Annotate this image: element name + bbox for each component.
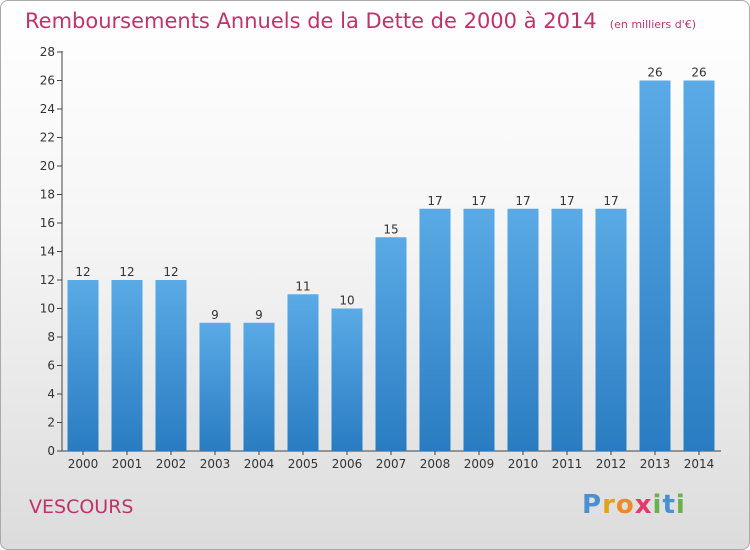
bar-value-label: 17 xyxy=(471,194,486,208)
bar xyxy=(683,80,715,451)
plot-area: 0246810121416182022242628122000122001122… xyxy=(40,45,721,471)
x-tick-label: 2002 xyxy=(156,457,187,471)
bar-value-label: 26 xyxy=(647,66,662,80)
bar-value-label: 10 xyxy=(339,294,354,308)
x-tick-label: 2005 xyxy=(288,457,319,471)
bar-value-label: 11 xyxy=(295,279,310,293)
bar xyxy=(243,322,275,451)
x-tick-label: 2008 xyxy=(420,457,451,471)
bar xyxy=(199,322,231,451)
bar-value-label: 12 xyxy=(75,265,90,279)
y-tick-label: 24 xyxy=(40,102,55,116)
bar xyxy=(551,208,583,451)
logo-letter: i xyxy=(652,490,663,520)
y-tick-label: 20 xyxy=(40,159,55,173)
x-tick-label: 2012 xyxy=(596,457,627,471)
bar-value-label: 17 xyxy=(427,194,442,208)
x-tick-label: 2006 xyxy=(332,457,363,471)
x-tick-label: 2011 xyxy=(552,457,583,471)
bar-value-label: 12 xyxy=(163,265,178,279)
x-tick-label: 2003 xyxy=(200,457,231,471)
bar xyxy=(111,280,143,451)
bar xyxy=(375,237,407,451)
bar-value-label: 26 xyxy=(691,66,706,80)
bar-value-label: 9 xyxy=(255,308,263,322)
bar xyxy=(331,308,363,451)
x-tick-label: 2014 xyxy=(684,457,715,471)
y-tick-label: 22 xyxy=(40,131,55,145)
x-tick-label: 2009 xyxy=(464,457,495,471)
y-tick-label: 10 xyxy=(40,302,55,316)
y-tick-label: 2 xyxy=(47,416,55,430)
proxiti-logo: Proxiti xyxy=(582,490,686,520)
y-tick-label: 4 xyxy=(47,387,55,401)
bar-value-label: 17 xyxy=(515,194,530,208)
y-tick-label: 16 xyxy=(40,216,55,230)
logo-letter: P xyxy=(582,490,603,520)
y-tick-label: 0 xyxy=(47,444,55,458)
chart-title: Remboursements Annuels de la Dette de 20… xyxy=(25,9,597,33)
y-tick-label: 12 xyxy=(40,273,55,287)
x-tick-label: 2010 xyxy=(508,457,539,471)
logo-letter: x xyxy=(634,490,653,520)
bar xyxy=(67,280,99,451)
bar xyxy=(155,280,187,451)
x-tick-label: 2007 xyxy=(376,457,407,471)
chart-unit-note: (en milliers d'€) xyxy=(609,18,697,31)
y-tick-label: 18 xyxy=(40,188,55,202)
logo-letter: i xyxy=(675,490,686,520)
y-tick-label: 8 xyxy=(47,330,55,344)
x-tick-label: 2013 xyxy=(640,457,671,471)
logo-letter: r xyxy=(602,490,616,520)
y-tick-label: 28 xyxy=(40,45,55,59)
y-tick-label: 26 xyxy=(40,74,55,88)
bar-value-label: 15 xyxy=(383,222,398,236)
y-tick-label: 6 xyxy=(47,359,55,373)
bar xyxy=(419,208,451,451)
y-tick-label: 14 xyxy=(40,245,55,259)
bar-value-label: 12 xyxy=(119,265,134,279)
bar xyxy=(595,208,627,451)
logo-letter: o xyxy=(615,490,635,520)
chart-title-block: Remboursements Annuels de la Dette de 20… xyxy=(25,9,696,33)
bar xyxy=(463,208,495,451)
bar xyxy=(507,208,539,451)
bar xyxy=(639,80,671,451)
x-tick-label: 2000 xyxy=(68,457,99,471)
bar xyxy=(287,294,319,451)
bar-value-label: 17 xyxy=(603,194,618,208)
bar-value-label: 17 xyxy=(559,194,574,208)
bar-value-label: 9 xyxy=(211,308,219,322)
x-tick-label: 2004 xyxy=(244,457,275,471)
commune-name: VESCOURS xyxy=(29,496,134,518)
x-tick-label: 2001 xyxy=(112,457,143,471)
logo-letter: t xyxy=(662,490,676,520)
